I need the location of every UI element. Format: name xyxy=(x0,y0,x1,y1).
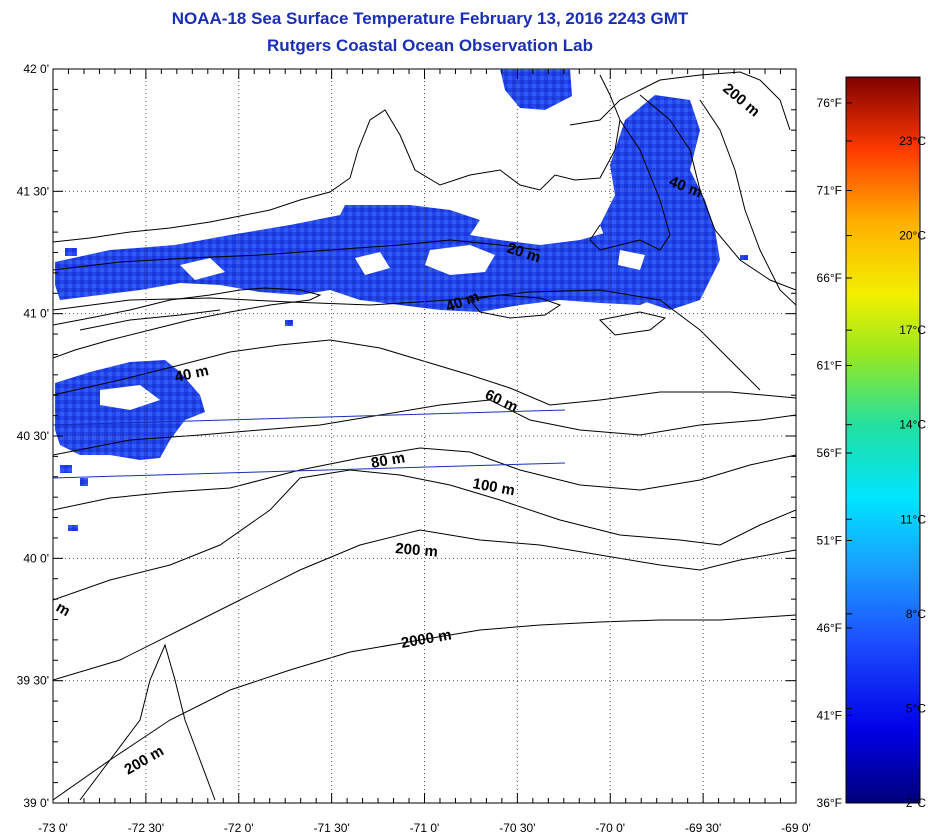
colorbar-celsius-label: 5°C xyxy=(906,701,926,715)
contour-200m-south xyxy=(79,643,216,801)
colorbar-fahrenheit-label: 66°F xyxy=(817,271,842,285)
longitude-label: -72 30' xyxy=(128,821,164,835)
contour-100m xyxy=(53,469,796,601)
colorbar-celsius-label: 2°C xyxy=(906,796,926,810)
latitude-label: 41 0' xyxy=(23,307,49,321)
transect-lines xyxy=(53,409,566,479)
colorbar-fahrenheit-label: 56°F xyxy=(817,446,842,460)
map-subtitle: Rutgers Coastal Ocean Observation Lab xyxy=(267,36,593,55)
contour-2000m xyxy=(53,614,796,801)
coastline-connecticut xyxy=(53,74,621,243)
longitude-label: -69 30' xyxy=(685,821,721,835)
colorbar-celsius-label: 20°C xyxy=(899,229,926,243)
colorbar-fahrenheit-label: 71°F xyxy=(817,184,842,198)
coastline-layer xyxy=(53,71,796,801)
colorbar xyxy=(845,76,921,804)
contour-60m xyxy=(53,399,796,456)
colorbar-celsius-label: 11°C xyxy=(900,512,926,526)
colorbar-celsius-label: 8°C xyxy=(906,607,926,621)
colorbar-celsius-label: 17°C xyxy=(899,323,926,337)
coastline-cape-cod xyxy=(589,119,671,251)
longitude-label: -70 30' xyxy=(499,821,535,835)
latitude-label: 40 30' xyxy=(17,429,49,443)
contour-sound-lines xyxy=(79,309,221,331)
latitude-label: 39 30' xyxy=(17,674,49,688)
colorbar-celsius-label: 14°C xyxy=(899,418,926,432)
colorbar-fahrenheit-label: 46°F xyxy=(817,621,842,635)
map-title: NOAA-18 Sea Surface Temperature February… xyxy=(171,9,689,28)
colorbar-celsius-label: 23°C xyxy=(899,134,926,148)
colorbar-fahrenheit-label: 41°F xyxy=(817,709,842,723)
latitude-label: 42 0' xyxy=(23,62,49,76)
contour-label: 80 m xyxy=(370,449,407,472)
coastline-long-island xyxy=(53,287,322,359)
contour-label: 200 m xyxy=(395,540,439,561)
colorbar-fahrenheit-label: 61°F xyxy=(817,359,842,373)
contour-label: 40 m xyxy=(173,362,210,386)
colorbar-fahrenheit-label: 36°F xyxy=(817,796,842,810)
contour-40m-a xyxy=(53,289,761,391)
latitude-label: 40 0' xyxy=(23,551,49,565)
contour-80m xyxy=(53,447,796,511)
contour-20m xyxy=(53,239,541,271)
axis-labels: -73 0' -72 30' -72 0' -71 30' -71 0' -70 30' -… xyxy=(17,62,811,835)
latitude-label: 41 30' xyxy=(17,184,49,198)
longitude-label: -69 0' xyxy=(781,821,811,835)
longitude-label: -71 0' xyxy=(410,821,440,835)
contour-200m xyxy=(53,529,796,681)
latitude-label: 39 0' xyxy=(23,796,49,810)
longitude-label: -70 0' xyxy=(595,821,625,835)
axis-ticks xyxy=(52,68,797,804)
longitude-label: -72 0' xyxy=(224,821,254,835)
longitude-label: -73 0' xyxy=(38,821,68,835)
longitude-label: -71 30' xyxy=(313,821,349,835)
sst-patch-north xyxy=(500,69,572,110)
colorbar-fahrenheit-label: 51°F xyxy=(817,534,842,548)
contour-gom-shelf xyxy=(699,99,796,306)
colorbar-fahrenheit-label: 76°F xyxy=(817,96,842,110)
sst-gaps xyxy=(100,245,645,410)
coastline-martha-vineyard xyxy=(469,294,562,319)
colorbar-labels: 23°C 20°C 17°C 14°C 11°C 8°C 5°C 2°C 76°F 71°F 66°… xyxy=(817,96,927,810)
contour-40m-b xyxy=(53,339,796,406)
contour-gom-inner xyxy=(639,94,796,291)
